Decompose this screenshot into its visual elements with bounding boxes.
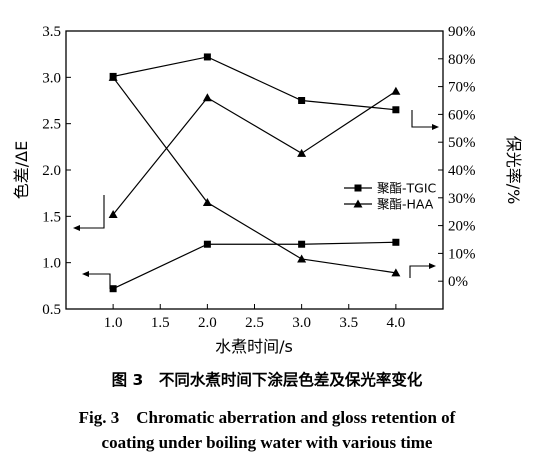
x-tick-label: 3.5 <box>339 315 358 331</box>
right-y-tick-label: 40% <box>448 163 476 179</box>
left-y-tick-label: 1.5 <box>42 209 61 225</box>
data-point-haa-gloss-retention <box>202 198 212 207</box>
data-point-haa-gloss-retention <box>108 72 118 81</box>
legend-label-tgic: 聚酯-TGIC <box>377 181 437 196</box>
arrow-tgic-to-left-axis <box>87 273 111 289</box>
legend-label-haa: 聚酯-HAA <box>377 197 434 212</box>
left-y-tick-label: 2.0 <box>42 163 61 179</box>
data-point-haa-gloss-retention <box>297 254 307 263</box>
data-point-haa-color-difference <box>202 93 212 102</box>
arrow-tgic-to-right-axis <box>411 110 434 128</box>
left-y-tick-label: 3.0 <box>42 70 61 86</box>
x-axis-label: 水煮时间/s <box>215 337 293 356</box>
arrowhead <box>82 271 89 277</box>
right-y-tick-label: 90% <box>448 24 476 40</box>
left-y-tick-label: 0.5 <box>42 302 61 318</box>
arrowhead <box>432 124 439 130</box>
data-point-tgic-gloss-retention <box>298 240 306 248</box>
right-y-tick-label: 60% <box>448 107 476 123</box>
arrowhead <box>429 263 436 269</box>
figure-caption-english-line-1: Fig. 3 Chromatic aberration and gloss re… <box>78 408 456 427</box>
data-point-tgic-color-difference <box>392 106 400 114</box>
left-axis-label: 色差/ΔE <box>12 141 31 199</box>
plot-frame <box>65 30 444 310</box>
x-tick-label: 2.5 <box>245 315 264 331</box>
right-y-tick-label: 50% <box>448 135 476 151</box>
left-y-tick-label: 2.5 <box>42 117 61 133</box>
right-axis-label: 保光率/% <box>504 136 523 205</box>
data-point-haa-color-difference <box>108 209 118 218</box>
series-line-tgic-color-difference <box>113 56 396 111</box>
arrowhead <box>73 225 80 231</box>
figure-caption-chinese: 图 3 不同水煮时间下涂层色差及保光率变化 <box>111 371 423 389</box>
x-tick-label: 1.0 <box>104 315 123 331</box>
data-point-haa-color-difference <box>297 148 307 157</box>
right-y-tick-label: 80% <box>448 52 476 68</box>
data-point-haa-gloss-retention <box>391 268 401 277</box>
left-y-tick-label: 1.0 <box>42 256 61 272</box>
right-y-tick-label: 10% <box>448 246 476 262</box>
x-tick-label: 4.0 <box>387 315 406 331</box>
series-line-tgic-gloss-retention <box>112 241 396 290</box>
chart-area: 1.0 1.5 2.0 2.5 3.0 3.5 4.0 0.5 1.0 1.5 2.0 2.5 3.0 3… <box>12 24 523 356</box>
x-tick-label: 3.0 <box>292 315 311 331</box>
data-point-tgic-gloss-retention <box>203 240 211 248</box>
right-y-tick-label: 0% <box>448 274 468 290</box>
figure-caption-english-line-2: coating under boiling water with various… <box>101 433 433 452</box>
x-tick-label: 2.0 <box>198 315 217 331</box>
data-point-tgic-color-difference <box>203 53 211 61</box>
data-point-haa-color-difference <box>391 86 401 95</box>
right-y-tick-label: 20% <box>448 219 476 235</box>
series-line-haa-color-difference <box>112 90 397 215</box>
legend-marker-tgic <box>354 184 362 192</box>
arrow-haa-to-right-axis <box>409 265 431 278</box>
series-line-haa-gloss-retention <box>112 77 396 274</box>
right-y-tick-label: 70% <box>448 80 476 96</box>
arrow-haa-to-left-axis <box>78 195 105 229</box>
data-point-tgic-gloss-retention <box>392 238 400 246</box>
data-point-tgic-color-difference <box>298 97 306 104</box>
left-y-tick-label: 3.5 <box>42 24 61 40</box>
right-y-tick-label: 30% <box>448 191 476 207</box>
x-tick-label: 1.5 <box>151 315 170 331</box>
legend-marker-haa <box>353 199 363 208</box>
legend: 聚酯-TGIC 聚酯-HAA <box>344 181 437 212</box>
data-point-tgic-gloss-retention <box>109 285 117 293</box>
